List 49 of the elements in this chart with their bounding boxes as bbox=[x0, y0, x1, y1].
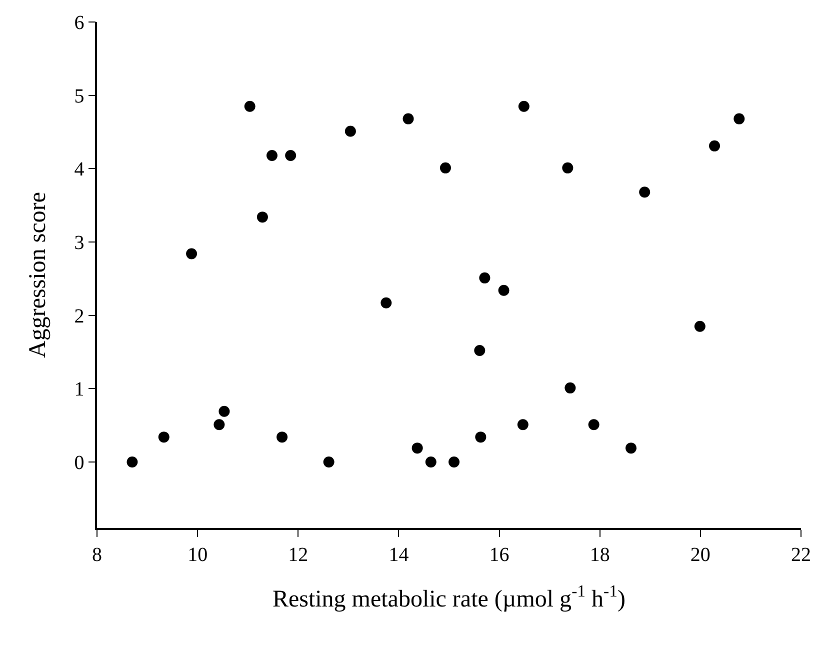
point bbox=[564, 382, 576, 394]
y-tick-label: 5 bbox=[74, 85, 84, 108]
point bbox=[214, 419, 225, 430]
point bbox=[276, 432, 288, 443]
point bbox=[218, 406, 230, 417]
point bbox=[626, 442, 637, 454]
point bbox=[425, 456, 436, 468]
y-tick-label: 4 bbox=[74, 158, 84, 181]
point bbox=[562, 162, 574, 174]
y-axis-title: Aggression score bbox=[24, 192, 51, 358]
x-tick-label: 18 bbox=[590, 544, 610, 566]
point bbox=[323, 456, 334, 468]
x-axis-title: Resting metabolic rate (µmol g$^{-1}$ h$^{-1}$) bbox=[272, 581, 626, 613]
point bbox=[380, 297, 392, 308]
point bbox=[126, 456, 138, 468]
x-tick-label: 8 bbox=[92, 544, 102, 566]
x-tick-label: 16 bbox=[489, 544, 510, 566]
y-tick-label: 3 bbox=[74, 232, 84, 254]
point bbox=[588, 419, 600, 430]
point bbox=[474, 345, 486, 356]
x-tick-label: 20 bbox=[690, 544, 710, 566]
point bbox=[412, 442, 423, 454]
point bbox=[440, 162, 451, 174]
point bbox=[244, 100, 256, 112]
y-tick-label: 0 bbox=[74, 452, 84, 474]
point bbox=[694, 320, 706, 332]
point bbox=[256, 212, 268, 223]
point bbox=[479, 272, 490, 284]
y-tick-label: 1 bbox=[74, 378, 84, 401]
y-tick-label: 2 bbox=[74, 305, 84, 328]
point bbox=[402, 113, 414, 124]
point bbox=[639, 186, 650, 198]
x-tick-label: 12 bbox=[288, 544, 308, 566]
y-tick-label: 6 bbox=[74, 12, 84, 34]
point bbox=[266, 150, 278, 161]
point bbox=[285, 150, 296, 161]
x-tick-label: 22 bbox=[791, 544, 811, 566]
point bbox=[734, 113, 745, 124]
x-tick-label: 14 bbox=[388, 544, 409, 566]
x-tick-label: 10 bbox=[188, 544, 208, 566]
point bbox=[475, 432, 486, 443]
point bbox=[517, 419, 528, 430]
point bbox=[518, 100, 530, 112]
point bbox=[448, 456, 460, 468]
point bbox=[498, 284, 510, 296]
point bbox=[709, 140, 720, 152]
point bbox=[186, 248, 198, 260]
point bbox=[158, 432, 170, 443]
point bbox=[344, 126, 356, 137]
